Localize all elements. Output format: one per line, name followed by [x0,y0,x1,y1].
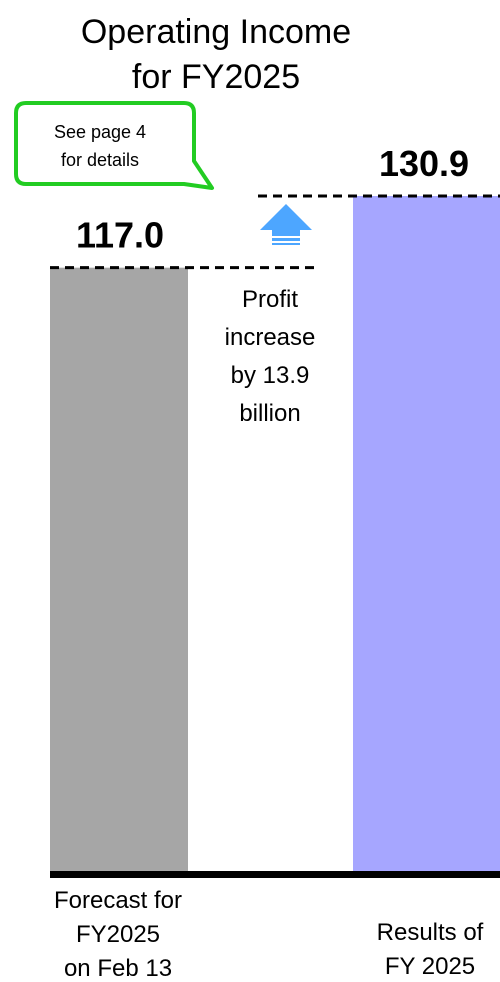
callout-bubble: See page 4 for details [14,101,214,190]
annotation-line-1: Profit [242,286,298,313]
category-label-forecast-line-1: Forecast for [54,887,182,914]
value-label-forecast: 117.0 [76,215,164,256]
category-label-results-line-2: FY 2025 [385,953,475,980]
callout-text-line-1: See page 4 [54,122,146,142]
annotation-line-3: by 13.9 [231,362,310,389]
callout-outline [14,101,214,190]
annotation-line-4: billion [239,400,300,427]
category-label-results-line-1: Results of [377,919,484,946]
category-label-forecast-line-2: FY2025 [76,921,160,948]
x-axis-baseline [50,871,500,878]
chart-title-line-1: Operating Income [81,13,351,51]
bar-results [353,196,500,871]
bar-forecast [50,267,188,871]
annotation-line-2: increase [225,324,316,351]
callout-text-line-2: for details [61,150,139,170]
increase-arrow-icon [260,204,312,245]
category-label-forecast-line-3: on Feb 13 [64,955,172,982]
value-label-results: 130.9 [379,143,469,184]
chart-title-line-2: for FY2025 [132,58,300,96]
